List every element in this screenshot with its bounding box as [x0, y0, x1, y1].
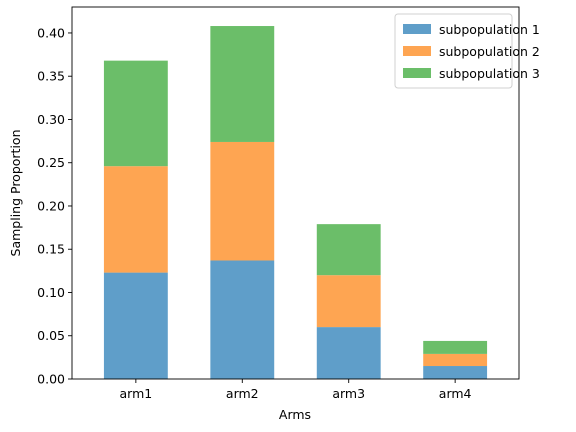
y-tick-label: 0.20 — [37, 198, 65, 213]
y-axis-title: Sampling Proportion — [8, 130, 23, 257]
bar-arm2-series-1 — [210, 260, 275, 379]
bar-arm3-series-1 — [316, 327, 381, 379]
bar-arm1-series-2 — [103, 166, 168, 273]
legend-label-1: subpopulation 1 — [439, 22, 540, 37]
legend: subpopulation 1 subpopulation 2 subpopulat… — [394, 13, 540, 89]
x-axis: arm1 arm2 arm3 arm4 — [119, 379, 472, 401]
bar-arm4-series-1 — [423, 366, 488, 379]
x-axis-title: Arms — [279, 407, 311, 422]
bars-group — [103, 26, 488, 379]
x-tick-label-arm3: arm3 — [332, 386, 365, 401]
bar-arm1-series-3 — [103, 60, 168, 167]
plot-frame — [71, 6, 520, 380]
bar-arm4-series-2 — [423, 353, 488, 367]
bar-arm3-series-3 — [316, 224, 381, 276]
y-tick-label: 0.25 — [37, 155, 65, 170]
x-tick-label-arm1: arm1 — [119, 386, 152, 401]
y-tick-label: 0.05 — [37, 328, 65, 343]
x-tick-label-arm4: arm4 — [439, 386, 472, 401]
y-tick-label: 0.30 — [37, 112, 65, 127]
bar-arm2-series-2 — [210, 141, 275, 261]
legend-swatch-3 — [403, 68, 431, 78]
legend-label-2: subpopulation 2 — [439, 44, 540, 59]
y-axis: 0.00 0.05 0.10 0.15 0.20 0.25 0.30 0.35 0.40 — [37, 25, 72, 387]
y-tick-label: 0.15 — [37, 242, 65, 257]
legend-swatch-2 — [403, 46, 431, 56]
y-tick-label: 0.10 — [37, 285, 65, 300]
y-tick-label: 0.40 — [37, 25, 65, 40]
legend-label-3: subpopulation 3 — [439, 66, 540, 81]
bar-arm1-series-1 — [103, 272, 168, 379]
bar-arm4-series-3 — [423, 340, 488, 354]
bar-arm3-series-2 — [316, 275, 381, 328]
x-tick-label-arm2: arm2 — [226, 386, 259, 401]
y-tick-label: 0.00 — [37, 372, 65, 387]
legend-swatch-1 — [403, 24, 431, 34]
y-tick-label: 0.35 — [37, 69, 65, 84]
bar-arm2-series-3 — [210, 26, 275, 142]
